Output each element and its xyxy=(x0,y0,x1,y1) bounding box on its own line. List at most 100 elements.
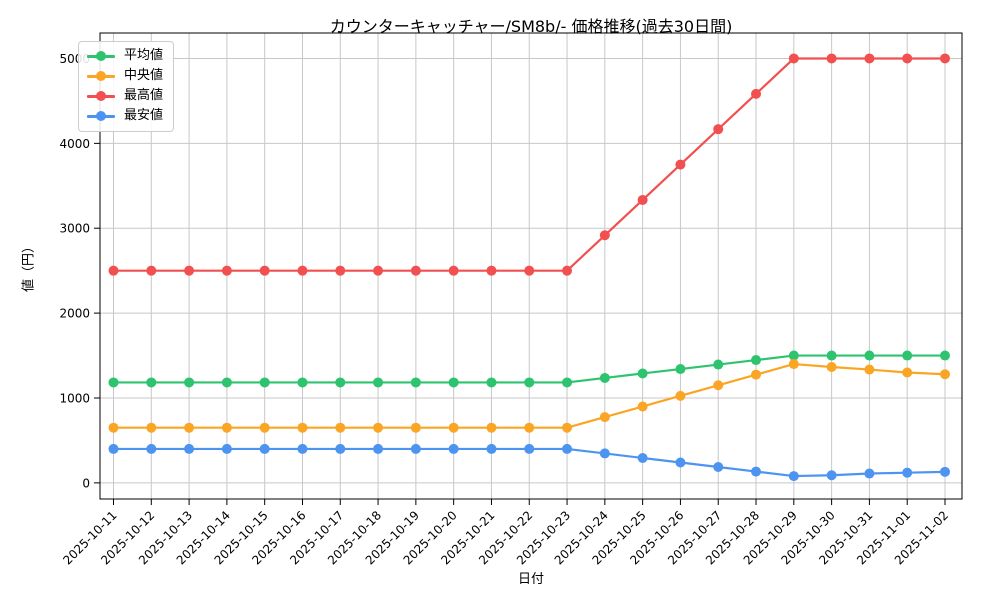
series-marker-3 xyxy=(146,443,157,454)
series-marker-2 xyxy=(524,265,535,276)
series-marker-1 xyxy=(335,422,346,433)
series-marker-0 xyxy=(599,372,610,383)
series-marker-1 xyxy=(637,401,648,412)
series-marker-2 xyxy=(486,265,497,276)
series-marker-3 xyxy=(675,457,686,468)
y-tick-label: 1000 xyxy=(59,391,90,405)
series-marker-2 xyxy=(788,53,799,64)
series-marker-2 xyxy=(335,265,346,276)
series-marker-0 xyxy=(146,377,157,388)
series-marker-3 xyxy=(335,443,346,454)
legend-marker-max-icon xyxy=(87,90,115,102)
series-marker-2 xyxy=(826,53,837,64)
y-tick-label: 2000 xyxy=(59,307,90,321)
series-marker-1 xyxy=(486,422,497,433)
series-marker-1 xyxy=(146,422,157,433)
series-marker-3 xyxy=(826,470,837,481)
series-marker-2 xyxy=(562,265,573,276)
legend-item-average: 平均値 xyxy=(87,49,163,63)
series-marker-3 xyxy=(788,471,799,482)
series-marker-0 xyxy=(940,350,950,361)
legend-label-min: 最安値 xyxy=(124,108,164,123)
legend-marker-median-icon xyxy=(87,70,115,82)
legend-marker-average-icon xyxy=(87,50,115,62)
series-marker-0 xyxy=(297,377,308,388)
series-marker-0 xyxy=(562,377,573,388)
series-marker-3 xyxy=(259,443,270,454)
series-marker-1 xyxy=(902,367,913,378)
series-marker-1 xyxy=(184,422,195,433)
series-marker-3 xyxy=(221,443,232,454)
series-marker-2 xyxy=(410,265,421,276)
series-marker-1 xyxy=(221,422,232,433)
series-marker-0 xyxy=(864,350,875,361)
legend-item-median: 中央値 xyxy=(87,69,163,83)
y-tick-label: 0 xyxy=(82,476,90,490)
series-marker-3 xyxy=(524,443,535,454)
series-marker-3 xyxy=(940,466,950,477)
series-marker-2 xyxy=(373,265,384,276)
legend: 平均値 中央値 最高値 最安値 xyxy=(78,41,175,132)
series-marker-3 xyxy=(486,443,497,454)
series-marker-3 xyxy=(751,466,762,477)
series-marker-0 xyxy=(448,377,459,388)
series-marker-1 xyxy=(675,390,686,401)
series-marker-3 xyxy=(637,453,648,464)
series-marker-1 xyxy=(259,422,270,433)
series-marker-2 xyxy=(259,265,270,276)
x-axis-label: 日付 xyxy=(517,572,545,587)
series-marker-1 xyxy=(713,380,724,391)
series-marker-2 xyxy=(751,88,762,99)
series-marker-0 xyxy=(675,364,686,375)
series-marker-2 xyxy=(297,265,308,276)
legend-label-median: 中央値 xyxy=(124,68,164,83)
series-marker-2 xyxy=(221,265,232,276)
chart-title: カウンターキャッチャー/SM8b/- 価格推移(過去30日間) xyxy=(329,17,733,36)
series-marker-0 xyxy=(184,377,195,388)
series-marker-1 xyxy=(297,422,308,433)
series-marker-0 xyxy=(524,377,535,388)
legend-marker-min-icon xyxy=(87,110,115,122)
series-marker-0 xyxy=(902,350,913,361)
series-marker-2 xyxy=(675,159,686,170)
plot-border xyxy=(99,32,963,500)
series-marker-3 xyxy=(448,443,459,454)
y-tick-label: 3000 xyxy=(59,222,90,236)
legend-item-max: 最高値 xyxy=(87,89,163,103)
series-marker-3 xyxy=(902,467,913,478)
series-marker-2 xyxy=(146,265,157,276)
series-marker-3 xyxy=(864,468,875,479)
series-marker-2 xyxy=(599,230,610,241)
series-marker-1 xyxy=(864,364,875,375)
series-marker-2 xyxy=(864,53,875,64)
series-marker-3 xyxy=(599,448,610,459)
series-marker-2 xyxy=(713,124,724,135)
series-marker-0 xyxy=(788,350,799,361)
series-marker-2 xyxy=(940,53,950,64)
series-marker-0 xyxy=(486,377,497,388)
legend-item-min: 最安値 xyxy=(87,109,163,123)
series-marker-1 xyxy=(788,359,799,370)
legend-label-max: 最高値 xyxy=(124,88,164,103)
series-marker-0 xyxy=(410,377,421,388)
series-marker-1 xyxy=(410,422,421,433)
series-marker-0 xyxy=(108,377,119,388)
series-marker-3 xyxy=(562,443,573,454)
series-marker-1 xyxy=(826,362,837,373)
y-tick-label: 4000 xyxy=(59,137,90,151)
series-marker-1 xyxy=(448,422,459,433)
series-marker-1 xyxy=(940,369,950,380)
series-marker-2 xyxy=(108,265,119,276)
series-marker-1 xyxy=(373,422,384,433)
series-marker-0 xyxy=(335,377,346,388)
series-marker-1 xyxy=(108,422,119,433)
series-marker-2 xyxy=(448,265,459,276)
series-marker-0 xyxy=(713,359,724,370)
series-marker-0 xyxy=(373,377,384,388)
series-marker-3 xyxy=(297,443,308,454)
series-marker-1 xyxy=(599,412,610,423)
series-marker-3 xyxy=(410,443,421,454)
series-marker-0 xyxy=(221,377,232,388)
